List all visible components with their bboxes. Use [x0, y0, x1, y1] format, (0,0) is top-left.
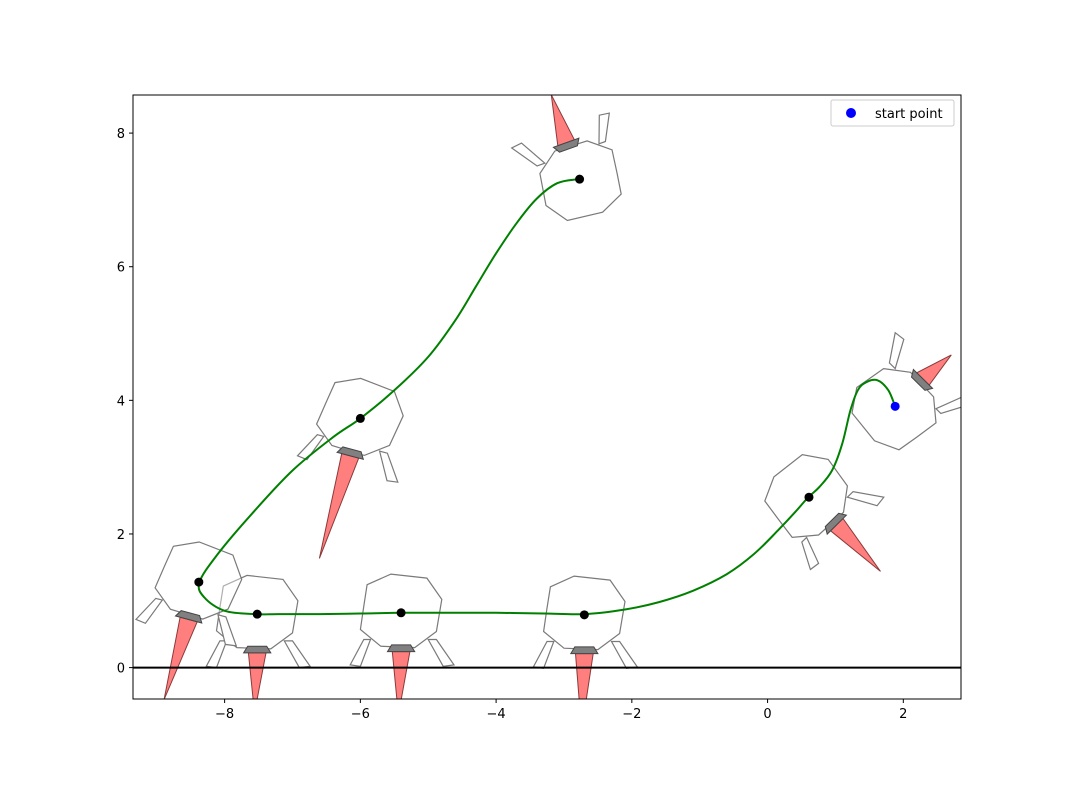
start-point-marker — [890, 401, 900, 411]
x-tick-label: −8 — [215, 707, 234, 722]
robot-leg — [349, 638, 372, 667]
thruster-nozzle — [552, 137, 580, 153]
axes-frame — [132, 94, 962, 700]
keyframe-point — [252, 609, 262, 619]
x-tick-label: 2 — [899, 707, 907, 722]
keyframe-point — [396, 608, 406, 618]
robot-leg — [205, 640, 228, 669]
y-tick-label: 4 — [117, 394, 125, 409]
robot-leg — [598, 112, 611, 145]
robot-leg — [510, 142, 546, 167]
legend-start-point-label: start point — [875, 107, 943, 122]
robot-leg — [217, 613, 238, 647]
x-tick-label: 0 — [763, 707, 771, 722]
x-tick-label: −6 — [351, 707, 370, 722]
robot-leg — [283, 640, 312, 669]
legend-frame — [830, 99, 955, 127]
trajectory-markers — [194, 174, 900, 620]
thruster-nozzle — [910, 368, 934, 391]
robot-leg — [296, 434, 325, 461]
thruster-nozzle — [386, 644, 416, 653]
x-tick-label: −2 — [622, 707, 641, 722]
y-tick-label: 0 — [117, 662, 125, 677]
y-tick-label: 8 — [117, 127, 125, 142]
x-axis-ticks: −8 −6 −4 −2 0 2 — [215, 699, 907, 722]
x-tick-label: −4 — [487, 707, 506, 722]
plot-area — [133, 95, 961, 699]
robot-leg — [427, 638, 456, 667]
legend-start-point-marker — [846, 108, 856, 118]
robot-leg — [934, 396, 961, 415]
keyframe-point — [575, 174, 585, 184]
y-tick-label: 2 — [117, 528, 125, 543]
thruster-nozzle — [174, 610, 203, 624]
robot-leg — [378, 450, 399, 483]
robot-leg — [846, 490, 885, 507]
keyframe-point — [355, 413, 365, 423]
thruster-nozzle — [336, 446, 365, 461]
legend: start point — [830, 99, 955, 127]
y-tick-label: 6 — [117, 261, 125, 276]
robot-leg — [134, 597, 164, 625]
keyframe-point — [579, 610, 589, 620]
thruster-nozzle — [242, 645, 272, 654]
robot-leg — [801, 536, 820, 571]
keyframe-point — [804, 492, 814, 502]
robot-leg — [888, 331, 905, 370]
keyframe-point — [194, 577, 204, 587]
thruster-nozzle — [569, 646, 599, 655]
thruster-nozzle — [824, 512, 848, 536]
y-axis-ticks: 0 2 4 6 8 — [117, 127, 133, 677]
